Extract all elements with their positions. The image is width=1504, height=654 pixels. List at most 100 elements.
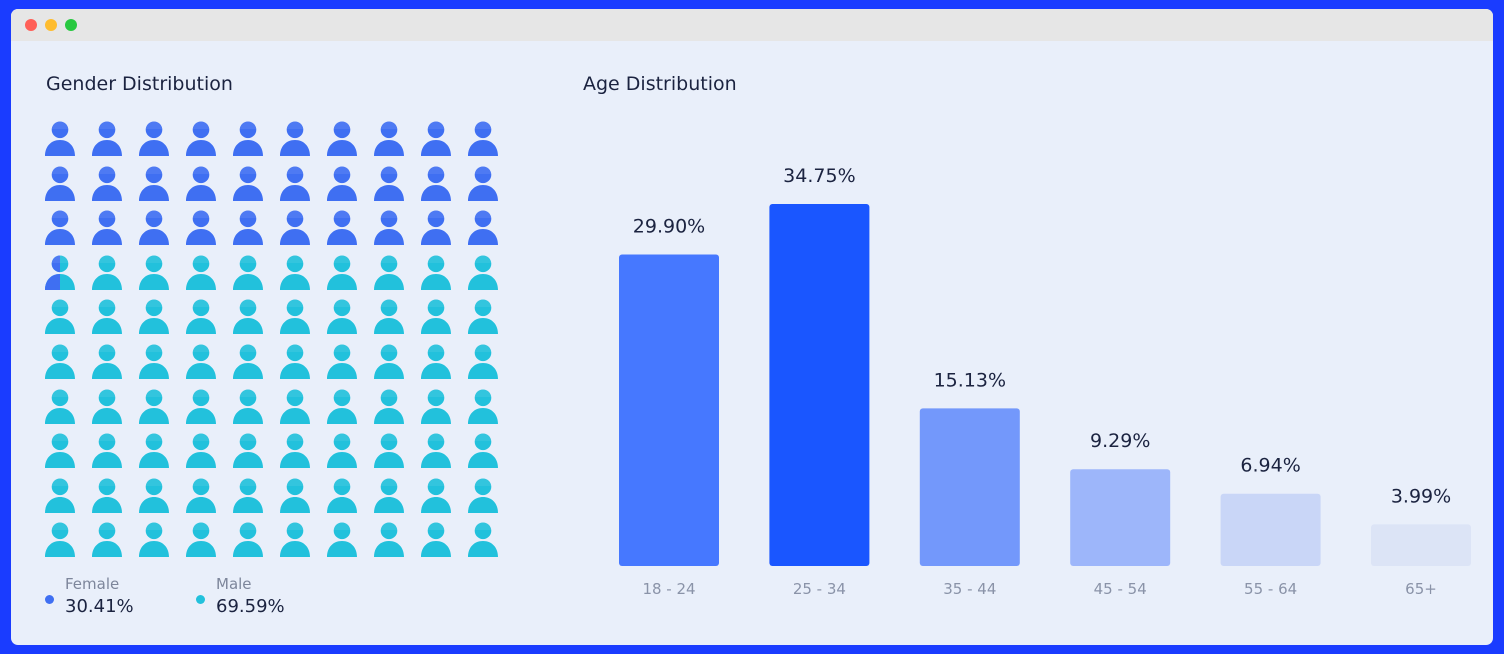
- bar-6[interactable]: [1371, 524, 1471, 566]
- gender-distribution-title: Gender Distribution: [46, 73, 233, 95]
- person-icon: [280, 389, 310, 424]
- person-icon: [139, 389, 169, 424]
- person-icon: [468, 344, 498, 379]
- person-icon: [186, 166, 216, 201]
- bar-2[interactable]: [769, 204, 870, 566]
- person-icon: [421, 478, 451, 513]
- person-icon: [421, 121, 451, 156]
- x-tick-label: 55 - 64: [1244, 580, 1297, 598]
- person-icon: [45, 478, 75, 513]
- person-icon: [233, 522, 263, 558]
- bar-value-label: 6.94%: [1240, 455, 1300, 477]
- person-icon: [468, 389, 498, 424]
- person-icon: [468, 478, 498, 513]
- person-icon: [280, 522, 310, 558]
- person-icon: [468, 121, 498, 156]
- person-icon: [327, 389, 357, 424]
- gender-pictograph: [44, 119, 514, 565]
- person-icon: [374, 344, 404, 379]
- bar-value-label: 34.75%: [783, 165, 855, 187]
- person-icon: [468, 210, 498, 246]
- person-icon: [186, 299, 216, 335]
- close-window-button[interactable]: [25, 19, 37, 31]
- legend-female-value: 30.41%: [65, 596, 134, 617]
- person-icon: [280, 344, 310, 379]
- person-icon: [92, 121, 122, 156]
- person-icon: [421, 433, 451, 469]
- person-icon: [186, 478, 216, 513]
- person-icon: [327, 433, 357, 469]
- person-icon: [139, 344, 169, 379]
- person-icon: [421, 299, 451, 335]
- person-icon: [92, 344, 122, 379]
- person-icon: [45, 210, 75, 246]
- person-icon: [374, 478, 404, 513]
- zoom-window-button[interactable]: [65, 19, 77, 31]
- person-icon: [45, 433, 75, 469]
- person-icon: [92, 210, 122, 246]
- minimize-window-button[interactable]: [45, 19, 57, 31]
- x-tick-label: 45 - 54: [1094, 580, 1147, 598]
- person-icon: [233, 121, 263, 156]
- person-icon: [92, 166, 122, 201]
- person-icon: [139, 166, 169, 201]
- legend-female-dot: [45, 595, 54, 604]
- person-icon: [374, 121, 404, 156]
- person-icon: [139, 433, 169, 469]
- person-icon: [233, 210, 263, 246]
- person-icon: [139, 210, 169, 246]
- person-icon: [280, 166, 310, 201]
- person-icon: [186, 389, 216, 424]
- person-icon: [280, 478, 310, 513]
- person-icon: [421, 389, 451, 424]
- person-icon: [233, 344, 263, 379]
- person-icon: [468, 166, 498, 201]
- legend-male-label: Male: [216, 575, 252, 593]
- person-icon: [45, 299, 75, 335]
- x-tick-label: 65+: [1405, 580, 1437, 598]
- person-icon: [327, 210, 357, 246]
- x-tick-label: 35 - 44: [943, 580, 996, 598]
- person-icon: [186, 255, 216, 290]
- person-icon: [186, 344, 216, 379]
- person-icon: [327, 478, 357, 513]
- app-window: Gender Distribution Female 30.41% Male 6…: [11, 9, 1493, 645]
- person-icon: [45, 166, 75, 201]
- person-icon: [45, 255, 75, 290]
- person-icon: [374, 389, 404, 424]
- person-icon: [92, 433, 122, 469]
- bar-3[interactable]: [919, 408, 1020, 566]
- person-icon: [139, 478, 169, 513]
- person-icon: [139, 299, 169, 335]
- person-icon: [92, 522, 122, 558]
- person-icon: [421, 344, 451, 379]
- bar-value-label: 29.90%: [633, 216, 705, 238]
- person-icon: [233, 389, 263, 424]
- person-icon: [374, 433, 404, 469]
- person-icon: [233, 166, 263, 201]
- person-icon: [374, 210, 404, 246]
- person-icon: [280, 433, 310, 469]
- person-icon: [186, 210, 216, 246]
- person-icon: [327, 255, 357, 290]
- person-icon: [468, 433, 498, 469]
- person-icon: [139, 121, 169, 156]
- person-icon: [92, 478, 122, 513]
- legend-male-value: 69.59%: [216, 596, 285, 617]
- age-bar-chart: 29.90% 18 - 24 34.75% 25 - 34 15.13% 35 - 44 9…: [619, 165, 1471, 598]
- person-icon: [468, 299, 498, 335]
- legend-female-label: Female: [65, 575, 120, 593]
- bar-5[interactable]: [1220, 493, 1321, 566]
- person-icon: [139, 522, 169, 558]
- person-icon: [186, 433, 216, 469]
- person-icon: [280, 255, 310, 290]
- bar-1[interactable]: [619, 254, 719, 566]
- window-titlebar: [11, 9, 1493, 41]
- person-icon: [280, 121, 310, 156]
- person-icon: [92, 299, 122, 335]
- bar-value-label: 3.99%: [1391, 485, 1451, 507]
- person-icon: [45, 121, 75, 156]
- bar-4[interactable]: [1070, 469, 1171, 566]
- person-icon: [327, 299, 357, 335]
- x-tick-label: 25 - 34: [793, 580, 846, 598]
